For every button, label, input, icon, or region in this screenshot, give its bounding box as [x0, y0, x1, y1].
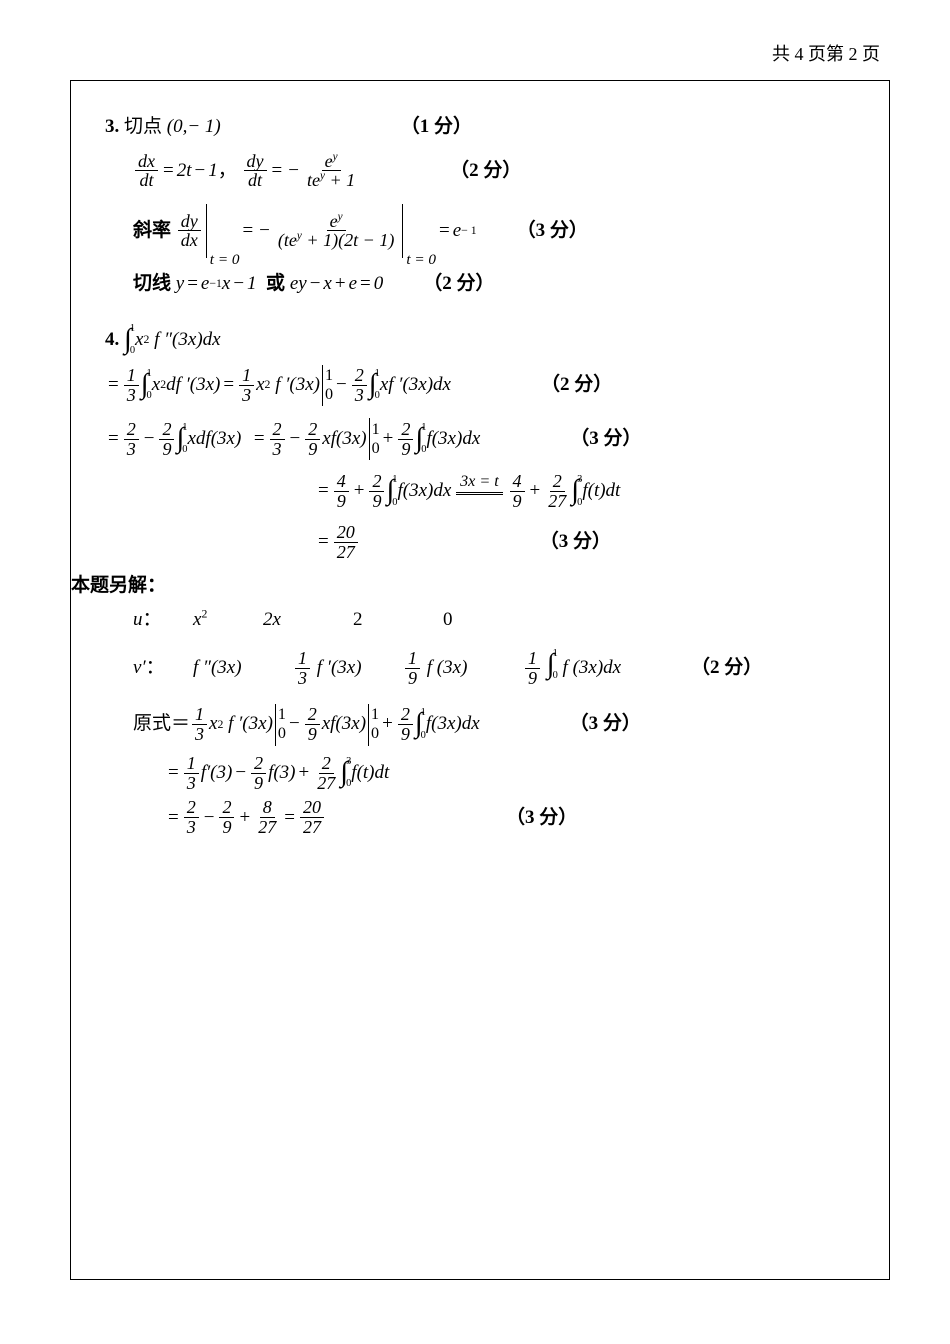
alt-u-row: u： x2 2x 2 0	[105, 606, 855, 635]
q4-line5: = 2027 （3 分）	[105, 523, 855, 562]
q3-label: 3.	[105, 113, 119, 142]
alt-v-score: （2 分）	[691, 654, 762, 683]
q4-line3: = 23 − 29 ∫10 xdf (3x) = 23 − 29 xf (3x)…	[105, 418, 855, 460]
q4-result-score: （3 分）	[540, 528, 611, 557]
q3-line2: dxdt = 2t − 1 ， dydt =− ey tey + 1 （2 分）	[105, 152, 855, 191]
q4-step1-score: （2 分）	[541, 371, 612, 400]
q3-point-score: （1 分）	[401, 113, 472, 142]
q3-slope-label: 斜率	[133, 217, 171, 246]
q3-tangent-score: （2 分）	[423, 270, 494, 299]
q4-label: 4.	[105, 326, 119, 355]
page-header: 共 4 页第 2 页	[70, 40, 890, 66]
q3-point-label: 切点	[124, 113, 162, 142]
q3-tangent-label: 切线	[133, 270, 171, 299]
q3-line4: 切线 y = e−1x − 1 或 ey − x + e = 0 （2 分）	[105, 270, 855, 299]
alt-line3: 原式＝ 13 x2 f ′(3x) 10 − 29 xf (3x) 10 + 2…	[105, 704, 855, 746]
alt-line5: = 23 − 29 + 827 = 2027 （3 分）	[105, 798, 855, 837]
content-box: 3. 切点 (0,− 1) （1 分） dxdt = 2t − 1 ， dydt…	[70, 80, 890, 1280]
alt-title: 本题另解：	[71, 572, 855, 601]
alt-v-row: v′： f ″(3x) 13 f ′(3x) 19 f (3x) 19 ∫10 …	[105, 649, 855, 688]
alt-line3-score: （3 分）	[570, 710, 641, 739]
q4-line2: = 13 ∫10 x2df ′(3x) = 13 x2 f ′(3x) 10 −…	[105, 365, 855, 407]
alt-line4: = 13 f ′(3) − 29 f (3) + 227 ∫30 f (t)dt	[105, 754, 855, 793]
alt-final-score: （3 分）	[506, 804, 577, 833]
q3-line3: 斜率 dydx t = 0 =− ey (tey + 1)(2t − 1) t …	[105, 204, 855, 257]
q4-line4: = 49 + 29 ∫10 f (3x)dx 3x = t 49 + 227 ∫…	[105, 472, 855, 511]
q4-line1: 4. ∫ 10 x2 f ″(3x)dx	[105, 326, 855, 355]
q3-or: 或	[266, 270, 285, 299]
q3-point-value: (0,− 1)	[162, 113, 221, 142]
alt-line3-label: 原式＝	[133, 710, 190, 739]
q3-line1: 3. 切点 (0,− 1) （1 分）	[105, 113, 855, 142]
q4-step2-score: （3 分）	[570, 425, 641, 454]
q3-slope-score: （3 分）	[517, 217, 588, 246]
q3-deriv-score: （2 分）	[450, 157, 521, 186]
